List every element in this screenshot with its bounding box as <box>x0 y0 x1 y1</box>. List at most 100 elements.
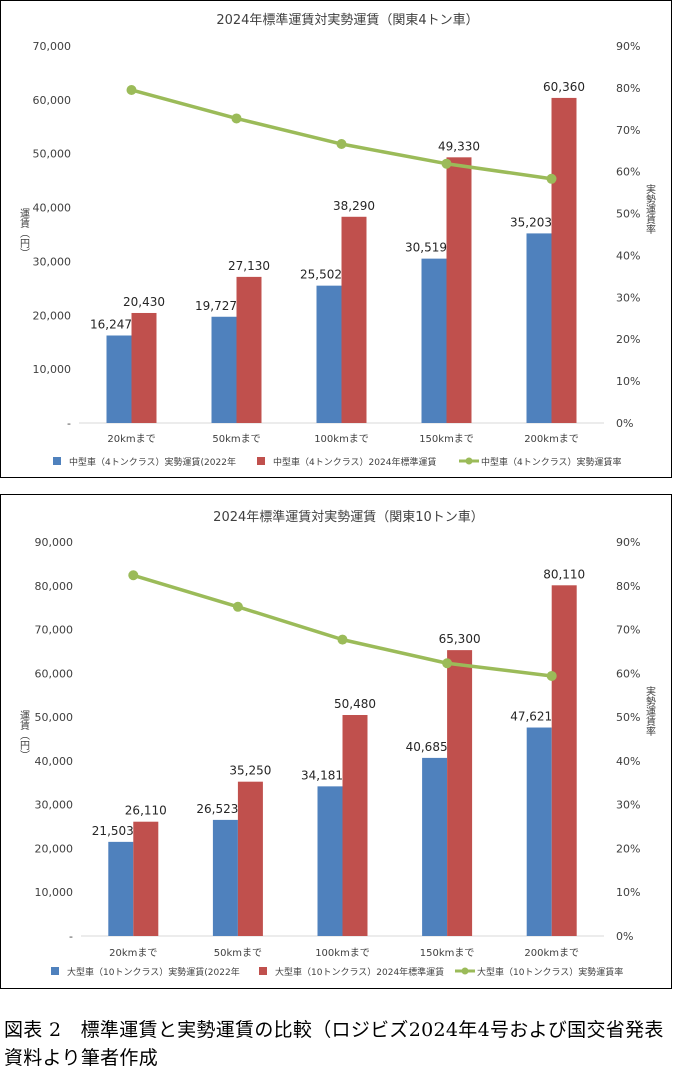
data-label: 27,130 <box>228 259 270 273</box>
legend-swatch <box>51 967 59 975</box>
y-tick-label: 10,000 <box>35 886 74 899</box>
data-label: 35,203 <box>510 215 552 229</box>
bar <box>422 757 448 936</box>
category-label: 150kmまで <box>420 947 475 959</box>
bar <box>551 97 577 424</box>
bar <box>421 258 447 423</box>
bar <box>447 650 473 936</box>
chart-panel-10t: 2024年標準運賃対実勢運賃（関東10トン車） - 10,000 20,000 30,0… <box>0 494 672 989</box>
y-tick-label: - <box>69 930 73 943</box>
y-axis-label: 運賃（円） <box>18 710 30 760</box>
rate-point <box>336 139 347 150</box>
category-label: 50kmまで <box>214 947 262 959</box>
legend-swatch <box>259 967 267 975</box>
y2-tick-label: 80% <box>616 82 640 95</box>
data-label: 26,110 <box>125 804 167 818</box>
rate-line <box>132 573 552 678</box>
category-label: 100kmまで <box>314 433 369 445</box>
legend-swatch-marker <box>465 457 473 465</box>
y2-tick-label: 70% <box>616 624 640 637</box>
rate-point <box>442 658 453 669</box>
bar <box>131 312 157 423</box>
y2-tick-label: 90% <box>616 536 640 549</box>
data-label: 25,502 <box>300 268 342 282</box>
bar <box>212 819 238 936</box>
rate-point <box>232 601 243 612</box>
data-label: 38,290 <box>333 199 375 213</box>
y2-tick-label: 60% <box>616 667 640 680</box>
y-tick-label: 30,000 <box>33 255 72 268</box>
y2-tick-label: 60% <box>616 166 640 179</box>
y-tick-label: 10,000 <box>33 363 72 376</box>
legend-entry: 中型車（4トンクラス）実勢運賃率 <box>481 456 622 468</box>
bar <box>106 335 132 423</box>
y-tick-label: 40,000 <box>35 755 74 768</box>
legend-entry: 大型車（10トンクラス）実勢運賃(2022年 <box>67 966 240 978</box>
data-label: 80,110 <box>543 567 585 581</box>
legend-swatch <box>257 457 265 465</box>
y2-tick-label: 10% <box>616 375 640 388</box>
rate-line <box>131 88 552 181</box>
legend-entry: 中型車（4トンクラス）2024年標準運賃 <box>273 456 436 468</box>
data-label: 65,300 <box>439 632 481 646</box>
y-tick-label: 20,000 <box>33 309 72 322</box>
y2-tick-label: 50% <box>616 711 640 724</box>
bar <box>342 715 368 936</box>
rate-point <box>546 173 557 184</box>
y-tick-label: 50,000 <box>35 711 74 724</box>
rate-point <box>126 84 137 95</box>
category-label: 100kmまで <box>315 947 370 959</box>
y-tick-label: 50,000 <box>33 148 72 161</box>
bar <box>316 285 342 423</box>
data-label: 21,503 <box>92 824 134 838</box>
category-label: 20kmまで <box>107 433 155 445</box>
rate-point <box>231 113 242 124</box>
bar <box>108 841 134 936</box>
data-label: 35,250 <box>229 764 271 778</box>
y-tick-label: 80,000 <box>35 580 74 593</box>
bar <box>317 786 343 936</box>
legend-entry: 大型車（10トンクラス）2024年標準運賃 <box>275 966 444 978</box>
data-label: 47,621 <box>510 710 552 724</box>
bar <box>211 316 237 423</box>
y2-tick-label: 0% <box>616 417 633 430</box>
data-label: 30,519 <box>405 241 447 255</box>
legend-entry: 中型車（4トンクラス）実勢運賃(2022年 <box>69 456 236 468</box>
bar <box>446 157 472 424</box>
rate-point <box>546 670 557 681</box>
y2-tick-label: 30% <box>616 291 640 304</box>
y2-tick-label: 20% <box>616 842 640 855</box>
bar <box>526 233 552 423</box>
data-label: 49,330 <box>438 139 480 153</box>
y2-tick-label: 0% <box>616 930 633 943</box>
chart-title: 2024年標準運賃対実勢運賃（関東4トン車） <box>216 12 478 28</box>
data-label: 16,247 <box>90 317 132 331</box>
y-tick-label: 20,000 <box>35 842 74 855</box>
y2-tick-label: 50% <box>616 208 640 221</box>
y2-axis-label: 実勢運賃率 <box>644 183 656 235</box>
bar <box>341 216 367 423</box>
chart-4t: 2024年標準運賃対実勢運賃（関東4トン車） - 10,000 20,000 30,00… <box>18 12 656 468</box>
rate-point <box>128 570 139 581</box>
y-tick-label: 30,000 <box>35 799 74 812</box>
data-label: 50,480 <box>334 697 376 711</box>
rate-point <box>337 634 348 645</box>
category-label: 200kmまで <box>524 947 579 959</box>
data-label: 60,360 <box>543 80 585 94</box>
legend-entry: 大型車（10トンクラス）実勢運賃率 <box>477 966 623 978</box>
y-tick-label: 70,000 <box>35 624 74 637</box>
y-tick-label: 90,000 <box>35 536 74 549</box>
y2-tick-label: 20% <box>616 333 640 346</box>
rate-point <box>441 158 452 169</box>
category-label: 150kmまで <box>419 433 474 445</box>
y-tick-label: 60,000 <box>35 667 74 680</box>
bar <box>133 821 159 936</box>
bar <box>526 727 552 936</box>
y2-tick-label: 80% <box>616 580 640 593</box>
bar <box>237 781 263 936</box>
data-label: 20,430 <box>123 295 165 309</box>
y-tick-label: 70,000 <box>33 40 72 53</box>
data-label: 19,727 <box>195 299 237 313</box>
y-tick-label: 40,000 <box>33 202 72 215</box>
y2-axis-label: 実勢運賃率 <box>644 685 656 737</box>
